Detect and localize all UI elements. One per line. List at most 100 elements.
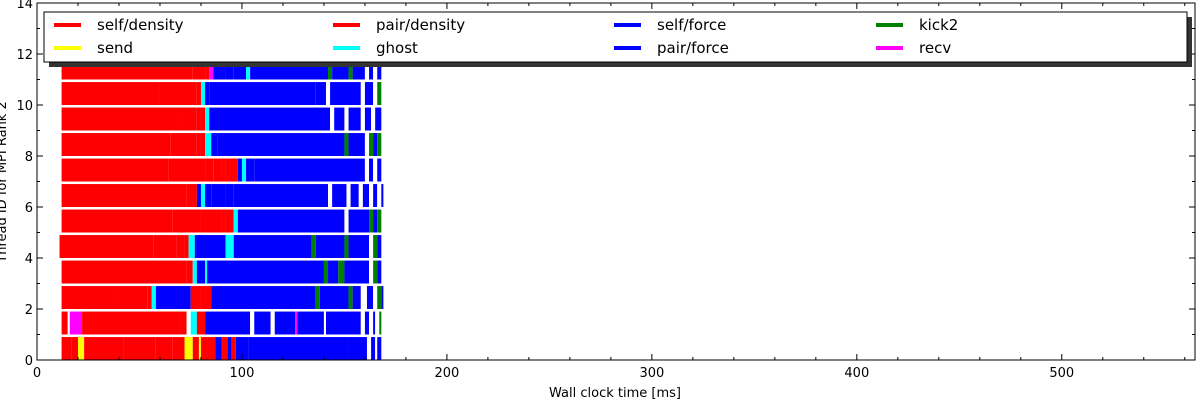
task-bar (61, 184, 187, 207)
task-bar (369, 56, 374, 80)
task-bar (332, 184, 347, 207)
task-bar (373, 82, 378, 105)
task-bar (360, 82, 365, 105)
task-bar (205, 260, 208, 284)
task-bar (192, 337, 199, 360)
task-bar (334, 107, 345, 131)
task-bar (348, 337, 367, 360)
task-bar (155, 337, 173, 360)
task-bar (371, 337, 376, 360)
task-bar (205, 311, 251, 335)
task-bar (205, 107, 210, 131)
task-bar (227, 337, 232, 360)
task-bar (330, 107, 335, 131)
task-bar (200, 286, 212, 309)
task-bar (344, 235, 349, 258)
task-bar (377, 133, 382, 156)
legend-label: ghost (376, 39, 418, 57)
task-bar (375, 311, 380, 335)
task-bar (338, 260, 345, 284)
task-bar (217, 133, 345, 156)
task-bar (364, 56, 370, 80)
task-bar (205, 133, 212, 156)
y-tick-label: 6 (25, 201, 33, 216)
task-bar (369, 235, 374, 258)
task-bar (373, 260, 378, 284)
task-bar (61, 107, 183, 131)
task-bar (77, 337, 83, 360)
task-bar (377, 209, 382, 233)
task-bar (330, 82, 361, 105)
task-bar (196, 184, 201, 207)
y-tick-label: 14 (16, 0, 33, 12)
task-bar (231, 337, 236, 360)
y-axis-title: Thread ID for MPI Rank 2 (0, 101, 10, 263)
task-bar (225, 184, 234, 207)
task-bar (200, 133, 206, 156)
y-tick-label: 10 (16, 99, 33, 114)
task-bar (205, 158, 214, 182)
task-bar (61, 311, 68, 335)
legend-label: self/force (657, 16, 726, 34)
task-bar (200, 337, 216, 360)
task-bar (377, 158, 382, 182)
task-bar (315, 286, 320, 309)
task-bar (205, 82, 210, 105)
x-tick-label: 0 (33, 366, 41, 381)
task-bar (61, 337, 72, 360)
task-bar (358, 184, 363, 207)
task-bar (373, 311, 376, 335)
task-bar (350, 184, 359, 207)
task-bar (254, 311, 271, 335)
task-bar (71, 337, 78, 360)
task-bar (170, 133, 197, 156)
task-bar (153, 235, 177, 258)
task-bar (61, 286, 119, 309)
task-bar (254, 158, 365, 182)
task-bar (180, 311, 187, 335)
task-bar (373, 158, 378, 182)
task-bar (176, 235, 185, 258)
task-bar (190, 311, 197, 335)
task-bar (196, 260, 206, 284)
task-bar (184, 337, 193, 360)
legend-label: pair/density (376, 16, 465, 34)
task-bar (364, 311, 370, 335)
task-bar (192, 260, 197, 284)
task-bar (225, 235, 234, 258)
task-bar (360, 311, 365, 335)
task-bar (237, 209, 345, 233)
task-bar (172, 337, 185, 360)
task-bar (348, 133, 365, 156)
y-tick-label: 0 (25, 354, 33, 369)
task-bar (233, 235, 312, 258)
thread-row-9 (61, 107, 382, 131)
task-bar (200, 107, 206, 131)
task-bar (348, 286, 353, 309)
legend-label: recv (919, 39, 951, 57)
task-bar (328, 184, 333, 207)
task-bar (360, 107, 365, 131)
task-bar (366, 286, 374, 309)
task-bar (182, 107, 197, 131)
task-bar (207, 260, 324, 284)
thread-row-3 (61, 260, 382, 284)
x-tick-label: 200 (434, 366, 459, 381)
task-bar (69, 311, 83, 335)
thread-row-10 (61, 82, 382, 105)
task-bar (250, 311, 255, 335)
x-tick-label: 400 (844, 366, 869, 381)
task-bar (123, 337, 156, 360)
task-bar (328, 56, 333, 80)
legend-label: pair/force (657, 39, 729, 57)
task-bar (155, 286, 191, 309)
task-bar (377, 286, 382, 309)
task-bar (209, 56, 214, 80)
task-bar (237, 158, 242, 182)
task-bar (61, 260, 187, 284)
task-bar (328, 260, 339, 284)
task-bar (325, 311, 361, 335)
task-bar (190, 286, 201, 309)
task-bar (364, 158, 370, 182)
task-bar (200, 184, 206, 207)
